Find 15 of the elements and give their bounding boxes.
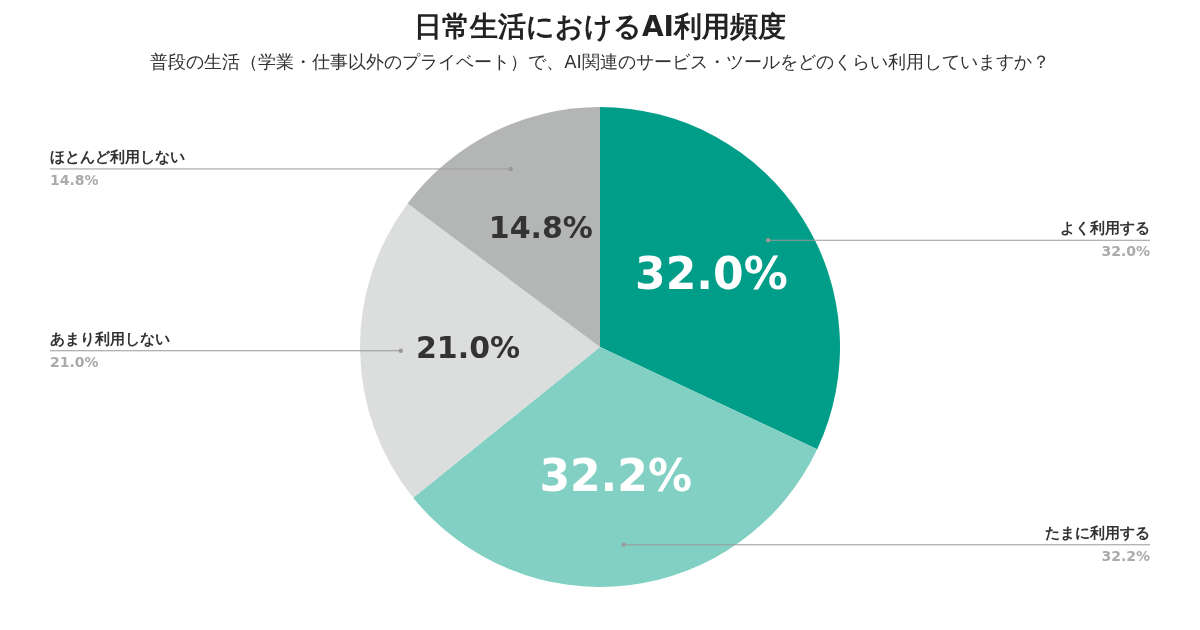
text: 14.8%: [50, 171, 99, 188]
chart-title: 日常生活におけるAI利用頻度: [413, 10, 787, 43]
data-label: 14.8%: [488, 210, 593, 246]
chart-subtitle: 普段の生活（学業・仕事以外のプライベート）で、AI関連のサービス・ツールをどのくらい利用していますか？: [150, 51, 1050, 72]
slice-label: あまり利用しない: [50, 329, 170, 348]
pie-slice: [600, 107, 840, 450]
slice-label: ほとんど利用しない: [50, 147, 185, 166]
slice-label: よく利用する: [1060, 219, 1150, 238]
data-label: 32.2%: [539, 450, 693, 502]
text: 32.0%: [1101, 243, 1150, 260]
slice-label: たまに利用する: [1045, 523, 1150, 542]
data-label: 32.0%: [635, 248, 788, 300]
text: 21.0%: [50, 353, 99, 370]
data-label: 21.0%: [415, 330, 521, 366]
text: 32.2%: [1101, 547, 1150, 564]
